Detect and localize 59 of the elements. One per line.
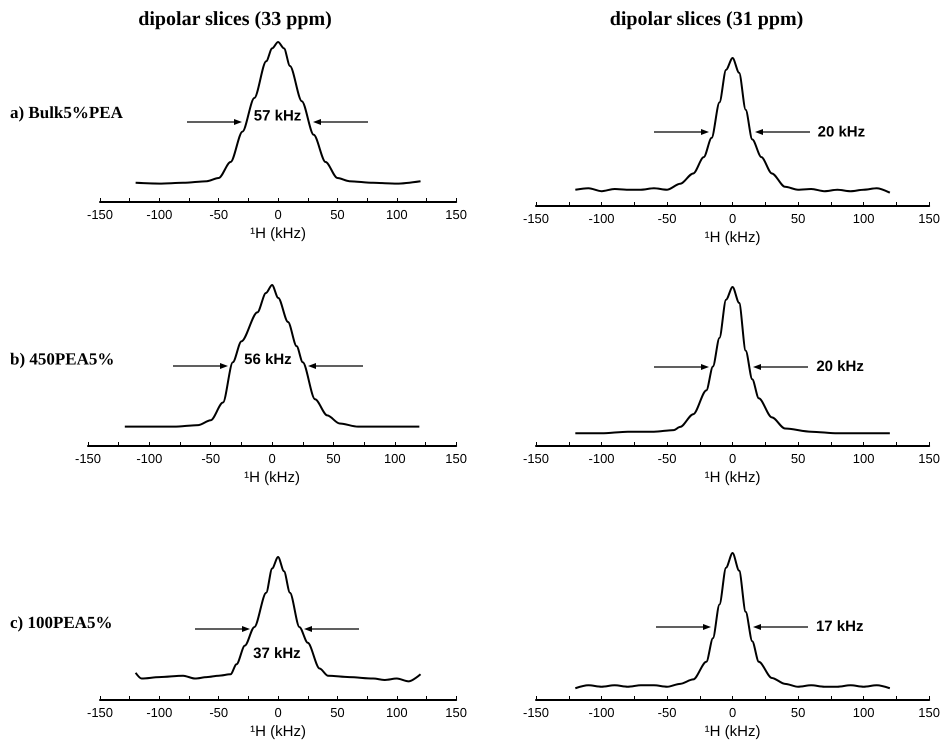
x-axis-title: ¹H (kHz) <box>244 469 300 486</box>
x-tick-label: -100 <box>588 451 615 466</box>
x-tick-label: 100 <box>386 207 408 222</box>
x-tick-label: -100 <box>146 705 172 720</box>
x-tick-label: -150 <box>86 207 114 222</box>
x-tick-label: 50 <box>790 705 806 720</box>
x-tick-label: 50 <box>326 451 341 466</box>
x-tick-label: -100 <box>146 207 172 222</box>
x-tick-label: 50 <box>790 211 806 226</box>
x-tick-label: -150 <box>74 451 102 466</box>
annotation: 20 kHz <box>818 124 866 140</box>
annotation: 37 kHz <box>253 645 301 662</box>
x-tick-label: 50 <box>330 207 345 222</box>
x-tick-label: 150 <box>445 207 468 222</box>
x-axis-title: ¹H (kHz) <box>704 723 760 740</box>
x-axis-title: ¹H (kHz) <box>250 225 306 242</box>
annotation: 56 kHz <box>244 351 292 368</box>
x-tick-label: 100 <box>384 451 406 466</box>
x-tick-label: 0 <box>274 207 282 222</box>
x-tick-label: -100 <box>136 451 162 466</box>
x-axis-title: ¹H (kHz) <box>704 469 760 486</box>
x-tick-label: 50 <box>790 451 806 466</box>
annotation: b) 450PEA5% <box>10 350 114 368</box>
chart-title: dipolar slices (33 ppm) <box>138 8 332 30</box>
x-tick-label: 0 <box>268 451 276 466</box>
x-tick-label: 100 <box>852 705 874 720</box>
x-tick-label: -50 <box>658 211 676 226</box>
chart-title: dipolar slices (31 ppm) <box>610 8 804 30</box>
x-axis-title: ¹H (kHz) <box>704 229 760 246</box>
x-tick-label: -150 <box>522 705 550 720</box>
annotation: 57 kHz <box>254 108 302 124</box>
x-tick-label: -50 <box>209 705 228 720</box>
x-tick-label: 150 <box>918 451 940 466</box>
x-tick-label: -100 <box>588 211 615 226</box>
x-tick-label: 150 <box>918 705 940 720</box>
x-tick-label: -50 <box>209 207 228 222</box>
x-axis-title: ¹H (kHz) <box>250 723 306 740</box>
x-tick-label: 100 <box>386 705 408 720</box>
x-tick-label: 150 <box>918 211 940 226</box>
x-tick-label: -100 <box>588 705 615 720</box>
x-tick-label: 50 <box>330 705 345 720</box>
x-tick-label: -150 <box>522 451 550 466</box>
x-tick-label: -150 <box>86 705 114 720</box>
x-tick-label: -50 <box>658 705 676 720</box>
x-tick-label: -50 <box>201 451 220 466</box>
annotation: c) 100PEA5% <box>10 613 112 632</box>
annotation: a) Bulk5%PEA <box>10 103 124 122</box>
x-tick-label: 150 <box>445 705 468 720</box>
x-tick-label: 0 <box>728 451 736 466</box>
x-tick-label: -150 <box>522 211 550 226</box>
x-tick-label: 0 <box>274 705 282 720</box>
x-tick-label: 0 <box>728 705 736 720</box>
x-tick-label: -50 <box>658 451 676 466</box>
x-tick-label: 150 <box>445 451 468 466</box>
x-tick-label: 100 <box>852 211 874 226</box>
annotation: 20 kHz <box>816 358 864 375</box>
x-tick-label: 0 <box>728 211 736 226</box>
x-tick-label: 100 <box>852 451 874 466</box>
annotation: 17 kHz <box>816 618 864 635</box>
